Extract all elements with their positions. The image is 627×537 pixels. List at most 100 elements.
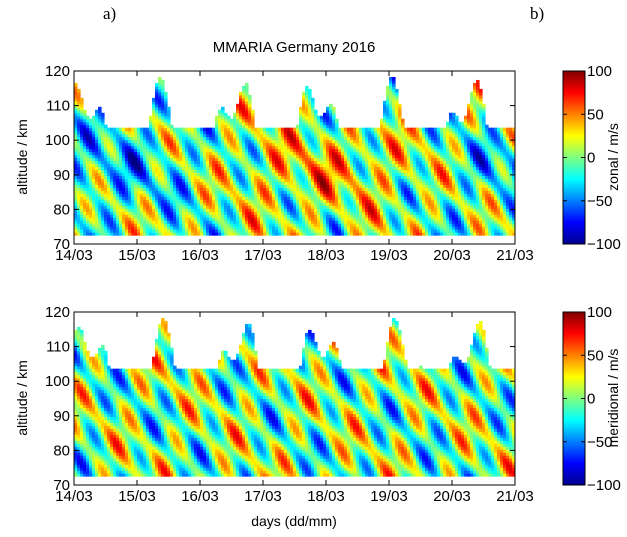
heatmap-cell	[308, 160, 312, 165]
heatmap-cell	[305, 223, 309, 227]
heatmap-cell	[314, 172, 318, 176]
heatmap-cell	[233, 154, 237, 159]
heatmap-cell	[380, 220, 384, 224]
heatmap-cell	[386, 103, 390, 108]
heatmap-cell	[242, 100, 246, 105]
heatmap-cell	[143, 193, 147, 197]
heatmap-cell	[266, 190, 270, 194]
heatmap-cell	[200, 232, 204, 236]
heatmap-cell	[218, 163, 222, 168]
heatmap-cell	[242, 118, 246, 123]
heatmap-cell	[335, 187, 339, 191]
heatmap-cell	[128, 151, 132, 156]
heatmap-cell	[113, 175, 117, 179]
heatmap-cell	[329, 118, 333, 123]
heatmap-cell	[332, 157, 336, 162]
heatmap-cell	[89, 175, 93, 179]
heatmap-cell	[110, 193, 114, 197]
heatmap-cell	[224, 115, 228, 120]
heatmap-cell	[179, 190, 183, 194]
heatmap-cell	[344, 181, 348, 185]
heatmap-cell	[407, 175, 411, 179]
heatmap-cell	[167, 199, 171, 203]
heatmap-cell	[419, 163, 423, 168]
heatmap-cell	[80, 208, 84, 212]
heatmap-cell	[206, 232, 210, 236]
heatmap-cell	[242, 205, 246, 209]
heatmap-cell	[428, 208, 432, 212]
heatmap-cell	[224, 193, 228, 197]
heatmap-cell	[230, 190, 234, 194]
heatmap-cell	[344, 130, 348, 135]
heatmap-cell	[434, 136, 438, 141]
heatmap-cell	[134, 202, 138, 206]
heatmap-cell	[413, 133, 417, 138]
heatmap-cell	[347, 163, 351, 168]
heatmap-cell	[104, 223, 108, 227]
heatmap-cell	[311, 154, 315, 159]
heatmap-cell	[104, 169, 108, 174]
heatmap-cell	[110, 217, 114, 221]
heatmap-cell	[92, 214, 96, 218]
heatmap-cell	[425, 127, 429, 132]
heatmap-cell	[260, 214, 264, 218]
heatmap-cell	[95, 220, 99, 224]
heatmap-cell	[170, 124, 174, 129]
heatmap-cell	[134, 211, 138, 215]
heatmap-cell	[242, 199, 246, 203]
heatmap-cell	[434, 181, 438, 185]
heatmap-cell	[287, 178, 291, 182]
heatmap-cell	[203, 154, 207, 159]
heatmap-cell	[395, 118, 399, 123]
heatmap-cell	[434, 172, 438, 176]
heatmap-cell	[374, 211, 378, 215]
heatmap-cell	[404, 136, 408, 141]
heatmap-cell	[215, 232, 219, 236]
heatmap-cell	[167, 217, 171, 221]
heatmap-cell	[275, 223, 279, 227]
heatmap-cell	[299, 133, 303, 138]
heatmap-cell	[350, 190, 354, 194]
heatmap-cell	[140, 196, 144, 200]
heatmap-cell	[386, 133, 390, 138]
heatmap-cell	[317, 223, 321, 227]
heatmap-cell	[299, 193, 303, 197]
heatmap-cell	[107, 130, 111, 135]
heatmap-cell	[341, 139, 345, 144]
heatmap-cell	[92, 190, 96, 194]
heatmap-cell	[281, 157, 285, 162]
heatmap-cell	[182, 178, 186, 182]
heatmap-cell	[383, 163, 387, 168]
heatmap-cell	[398, 154, 402, 159]
heatmap-cell	[245, 187, 249, 191]
heatmap-cell	[248, 208, 252, 212]
heatmap-cell	[251, 112, 255, 117]
heatmap-cell	[287, 190, 291, 194]
heatmap-cell	[440, 193, 444, 197]
heatmap-cell	[437, 136, 441, 141]
heatmap-cell	[218, 109, 222, 114]
heatmap-cell	[221, 211, 225, 215]
heatmap-cell	[116, 142, 120, 147]
heatmap-cell	[374, 133, 378, 138]
heatmap-cell	[98, 199, 102, 203]
heatmap-cell	[389, 115, 393, 120]
heatmap-cell	[314, 115, 318, 120]
heatmap-cell	[362, 160, 366, 165]
heatmap-cell	[218, 136, 222, 141]
heatmap-cell	[122, 154, 126, 159]
heatmap-cell	[182, 163, 186, 168]
heatmap-cell	[401, 208, 405, 212]
heatmap-cell	[194, 142, 198, 147]
heatmap-cell	[323, 223, 327, 227]
heatmap-cell	[359, 172, 363, 176]
heatmap-cell	[182, 181, 186, 185]
heatmap-cell	[152, 154, 156, 159]
heatmap-cell	[302, 187, 306, 191]
heatmap-cell	[254, 193, 258, 197]
heatmap-cell	[278, 223, 282, 227]
heatmap-cell	[110, 145, 114, 150]
heatmap-cell	[209, 178, 213, 182]
heatmap-cell	[86, 220, 90, 224]
